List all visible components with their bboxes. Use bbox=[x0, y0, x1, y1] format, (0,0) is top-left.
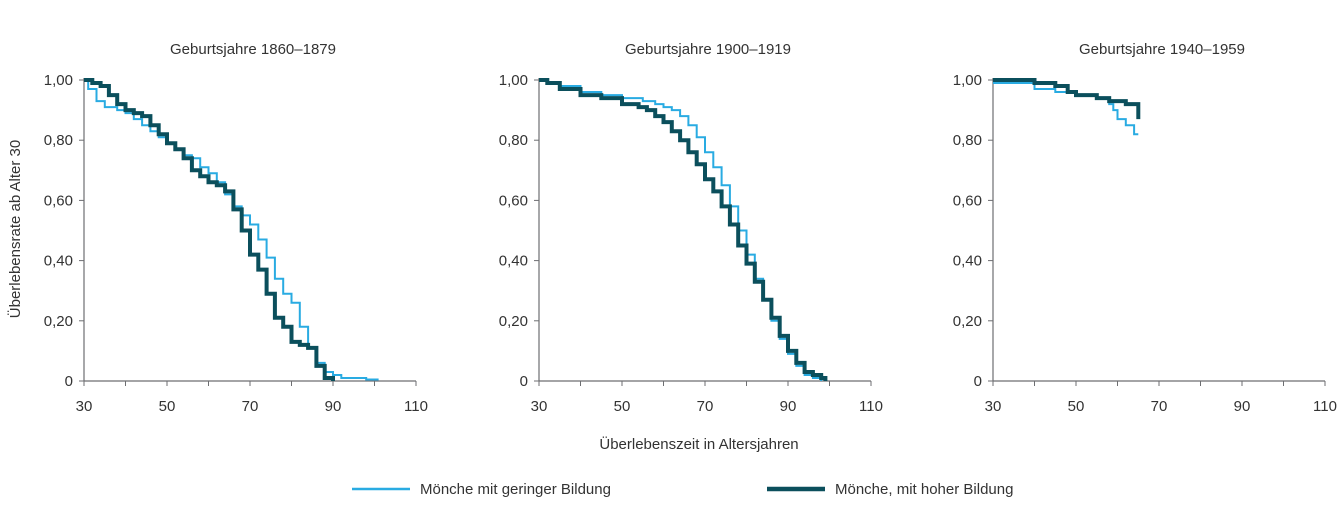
x-tick-label: 110 bbox=[404, 398, 428, 415]
y-tick-label: 1,00 bbox=[44, 72, 73, 89]
x-tick-label: 30 bbox=[76, 398, 93, 415]
panels-group: Geburtsjahre 1860–1879 30 50 70 90 110 0 0,20 0,… bbox=[44, 41, 1337, 415]
x-tick-label: 70 bbox=[697, 398, 714, 415]
x-axis-label: Überlebenszeit in Altersjahren bbox=[599, 435, 798, 453]
x-tick-label: 50 bbox=[1068, 398, 1085, 415]
x-tick-label: 70 bbox=[1151, 398, 1168, 415]
y-tick-label: 0,60 bbox=[499, 192, 528, 209]
series-line-high-education bbox=[993, 78, 1141, 120]
x-tick-label: 110 bbox=[1313, 398, 1337, 415]
series-line-low-education bbox=[84, 79, 379, 381]
panel-1: Geburtsjahre 1860–1879 30 50 70 90 110 0 0,20 0,… bbox=[44, 41, 428, 415]
y-tick-label: 0,80 bbox=[44, 132, 73, 149]
y-tick-label: 0,40 bbox=[44, 253, 73, 270]
x-tick-label: 50 bbox=[614, 398, 631, 415]
legend: Mönche mit geringer Bildung Mönche, mit h… bbox=[352, 481, 1013, 498]
panel-title: Geburtsjahre 1860–1879 bbox=[170, 41, 336, 58]
y-tick-label: 1,00 bbox=[499, 72, 528, 89]
series-line-low-education bbox=[993, 82, 1139, 136]
x-tick-label: 110 bbox=[859, 398, 883, 415]
x-tick-label: 90 bbox=[325, 398, 342, 415]
panel-2: Geburtsjahre 1900–1919 30 50 70 90 110 0 0,20 0,… bbox=[499, 41, 883, 415]
series-line-high-education bbox=[84, 78, 335, 381]
legend-label: Mönche mit geringer Bildung bbox=[420, 481, 611, 498]
y-tick-label: 0 bbox=[974, 373, 982, 390]
x-tick-label: 90 bbox=[780, 398, 797, 415]
x-tick-label: 90 bbox=[1234, 398, 1251, 415]
y-tick-label: 0,20 bbox=[499, 313, 528, 330]
y-tick-label: 0,80 bbox=[499, 132, 528, 149]
y-tick-label: 0 bbox=[65, 373, 73, 390]
panel-3: Geburtsjahre 1940–1959 30 50 70 90 110 0 0,20 0,… bbox=[953, 41, 1337, 415]
series-line-high-education bbox=[539, 78, 828, 381]
legend-label: Mönche, mit hoher Bildung bbox=[835, 481, 1013, 498]
y-axis-label: Überlebensrate ab Alter 30 bbox=[6, 140, 24, 318]
y-tick-label: 0,40 bbox=[953, 253, 982, 270]
x-tick-label: 30 bbox=[531, 398, 548, 415]
legend-item: Mönche mit geringer Bildung bbox=[352, 481, 611, 498]
y-tick-label: 0,20 bbox=[44, 313, 73, 330]
y-tick-label: 0,60 bbox=[44, 192, 73, 209]
y-tick-label: 0,60 bbox=[953, 192, 982, 209]
x-tick-label: 70 bbox=[242, 398, 259, 415]
panel-title: Geburtsjahre 1940–1959 bbox=[1079, 41, 1245, 58]
y-tick-label: 0,40 bbox=[499, 253, 528, 270]
legend-item: Mönche, mit hoher Bildung bbox=[767, 481, 1013, 498]
y-tick-label: 0,20 bbox=[953, 313, 982, 330]
y-tick-label: 1,00 bbox=[953, 72, 982, 89]
panel-title: Geburtsjahre 1900–1919 bbox=[625, 41, 791, 58]
x-tick-label: 50 bbox=[159, 398, 176, 415]
y-tick-label: 0,80 bbox=[953, 132, 982, 149]
y-tick-label: 0 bbox=[520, 373, 528, 390]
x-tick-label: 30 bbox=[985, 398, 1002, 415]
